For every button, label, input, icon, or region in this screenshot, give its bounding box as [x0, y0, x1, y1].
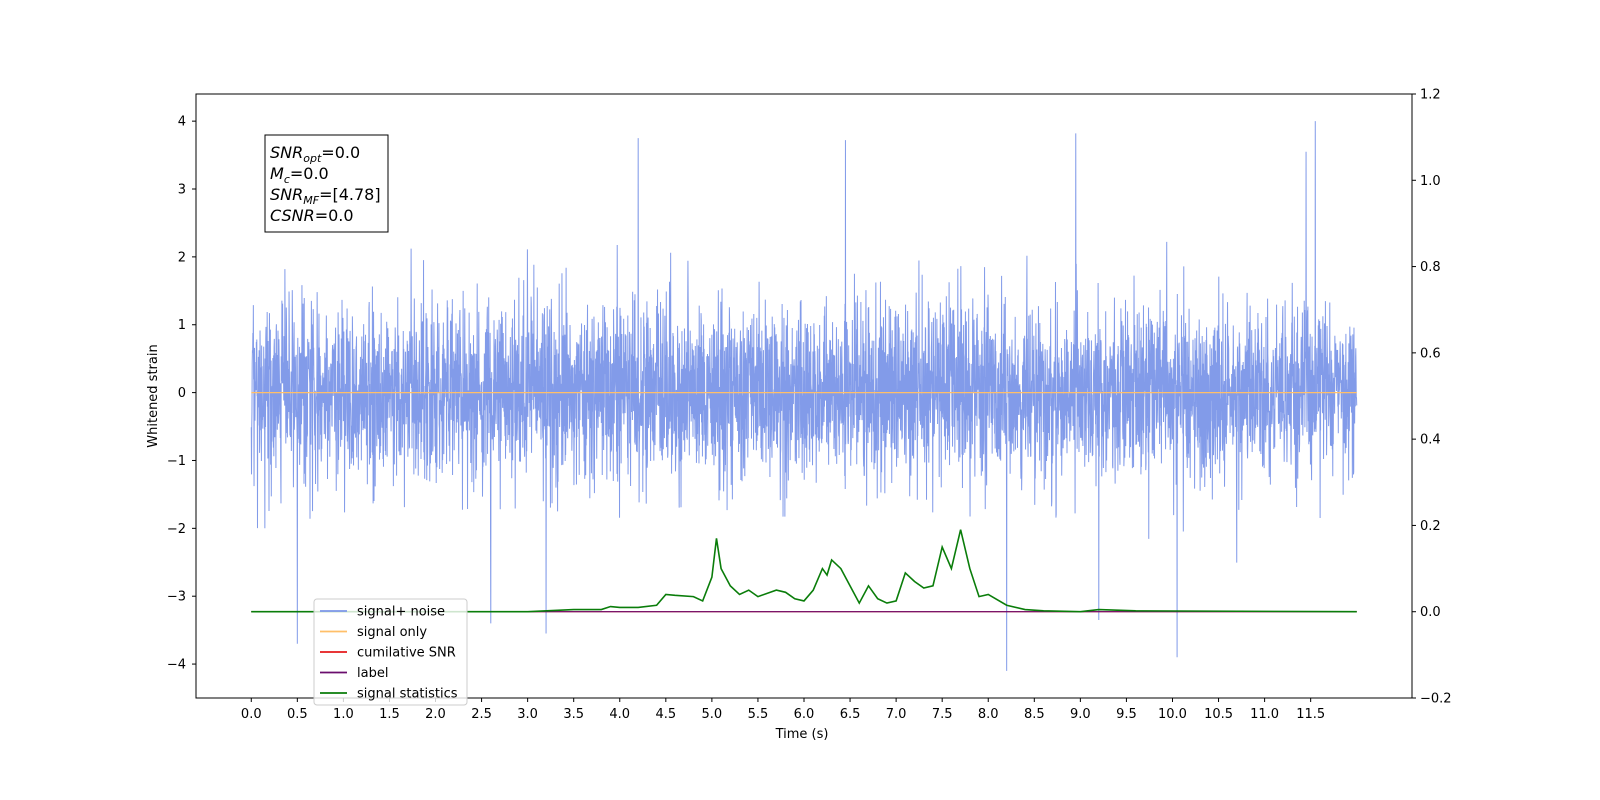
x-tick-label: 11.0 — [1250, 707, 1279, 722]
x-tick-label: 6.5 — [840, 707, 861, 722]
x-tick-label: 5.0 — [702, 707, 723, 722]
csnr-text: CSNR=0.0 — [270, 206, 354, 225]
x-tick-label: 7.5 — [932, 707, 953, 722]
y-tick-label: 0 — [178, 386, 186, 401]
y-axis-label: Whitened strain — [146, 344, 161, 447]
y2-tick-label: 0.8 — [1420, 260, 1441, 275]
y-tick-label: 1 — [178, 318, 186, 333]
y-tick-label: 4 — [178, 115, 186, 130]
x-tick-label: 9.5 — [1116, 707, 1137, 722]
x-tick-label: 9.0 — [1070, 707, 1091, 722]
y-tick-label: −2 — [167, 522, 186, 537]
y2-tick-label: 1.2 — [1420, 88, 1441, 103]
mc-text: Mc=0.0 — [270, 164, 329, 186]
y-axis-right: −0.2 0.0 0.2 0.4 0.6 0.8 1.0 1.2 — [1412, 88, 1452, 707]
x-tick-label: 2.0 — [425, 707, 446, 722]
series-signal-noise-line — [250, 121, 1358, 671]
legend-entry: signal statistics — [357, 687, 458, 702]
legend-entry: signal+ noise — [357, 605, 445, 620]
y2-tick-label: −0.2 — [1420, 692, 1452, 707]
x-axis: 0.0 0.5 1.0 1.5 2.0 2.5 3.0 3.5 4.0 4.5 5.0 5.5 6.0 6… — [241, 698, 1325, 722]
y2-tick-label: 0.2 — [1420, 519, 1441, 534]
legend-entry: label — [357, 666, 388, 681]
data-layer — [250, 121, 1358, 671]
x-tick-label: 1.5 — [379, 707, 400, 722]
x-tick-label: 0.5 — [287, 707, 308, 722]
x-tick-label: 1.0 — [333, 707, 354, 722]
y2-tick-label: 1.0 — [1420, 174, 1441, 189]
x-tick-label: 10.0 — [1158, 707, 1187, 722]
y-axis-left: −4 −3 −2 −1 0 1 2 3 4 — [167, 115, 196, 673]
legend-entry: signal only — [357, 625, 427, 640]
x-tick-label: 11.5 — [1296, 707, 1325, 722]
y2-tick-label: 0.4 — [1420, 433, 1441, 448]
x-tick-label: 8.5 — [1024, 707, 1045, 722]
y-tick-label: 3 — [178, 183, 186, 198]
y-tick-label: −3 — [167, 590, 186, 605]
x-tick-label: 5.5 — [748, 707, 769, 722]
x-tick-label: 7.0 — [886, 707, 907, 722]
legend: signal+ noise signal only cumilative SNR la… — [313, 598, 468, 706]
snr-mf-text: SNRMF=[4.78] — [270, 185, 381, 207]
x-tick-label: 10.5 — [1204, 707, 1233, 722]
x-tick-label: 3.5 — [563, 707, 584, 722]
x-tick-label: 4.0 — [609, 707, 630, 722]
y2-tick-label: 0.6 — [1420, 346, 1441, 361]
series-line-4 — [251, 529, 1357, 613]
y-tick-label: −1 — [167, 454, 186, 469]
x-tick-label: 8.0 — [978, 707, 999, 722]
snr-opt-text: SNRopt=0.0 — [270, 143, 360, 165]
y2-tick-label: 0.0 — [1420, 605, 1441, 620]
y-tick-label: 2 — [178, 250, 186, 265]
x-tick-label: 2.5 — [471, 707, 492, 722]
x-axis-label: Time (s) — [775, 727, 829, 742]
legend-entry: cumilative SNR — [357, 646, 456, 661]
x-tick-label: 6.0 — [794, 707, 815, 722]
x-tick-label: 4.5 — [655, 707, 676, 722]
annotation-frame — [264, 134, 389, 233]
x-tick-label: 0.0 — [241, 707, 262, 722]
y-tick-label: −4 — [167, 658, 186, 673]
x-tick-label: 3.0 — [517, 707, 538, 722]
legend-frame — [313, 598, 468, 706]
